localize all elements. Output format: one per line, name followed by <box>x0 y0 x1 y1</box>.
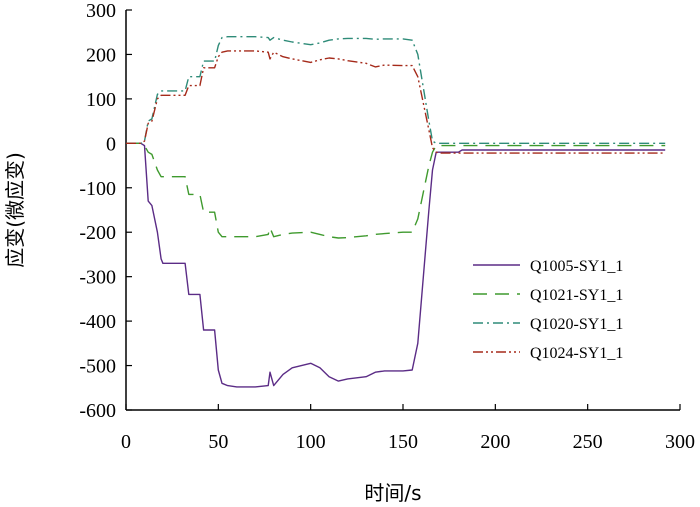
series-line-4 <box>126 50 666 154</box>
legend-label-1: Q1005-SY1_1 <box>530 258 623 275</box>
legend-label-4: Q1024-SY1_1 <box>530 345 623 362</box>
x-tick-label: 300 <box>665 431 695 453</box>
series-line-1 <box>126 142 666 388</box>
series-line-3 <box>126 36 666 145</box>
y-tick-label: 0 <box>106 133 116 155</box>
x-tick-label: 250 <box>573 431 603 453</box>
y-tick-label: 200 <box>86 44 116 66</box>
legend-label-3: Q1020-SY1_1 <box>530 316 623 333</box>
y-tick-label: -200 <box>79 222 116 244</box>
x-tick-label: 200 <box>480 431 510 453</box>
y-tick-label: 100 <box>86 89 116 111</box>
y-tick-label: -600 <box>79 400 116 422</box>
x-tick-label: 50 <box>208 431 228 453</box>
series-layer <box>126 36 666 388</box>
y-axis-label: 应变(微应变) <box>3 152 27 268</box>
y-tick-label: -300 <box>79 267 116 289</box>
series-line-2 <box>126 142 666 239</box>
x-tick-label: 0 <box>121 431 131 453</box>
x-axis-label: 时间/s <box>364 481 421 505</box>
legend: Q1005-SY1_1 Q1021-SY1_1 Q1020-SY1_1 Q1024-S… <box>473 258 623 362</box>
y-tick-label: -500 <box>79 356 116 378</box>
y-axis: 300 200 100 0 -100 -200 -300 -400 -500 -600 <box>79 0 132 422</box>
legend-label-2: Q1021-SY1_1 <box>530 287 623 304</box>
x-tick-label: 150 <box>388 431 418 453</box>
y-tick-label: -100 <box>79 178 116 200</box>
x-tick-label: 100 <box>296 431 326 453</box>
x-axis: 0 50 100 150 200 250 300 <box>121 404 695 453</box>
y-tick-label: -400 <box>79 311 116 333</box>
y-tick-label: 300 <box>86 0 116 22</box>
